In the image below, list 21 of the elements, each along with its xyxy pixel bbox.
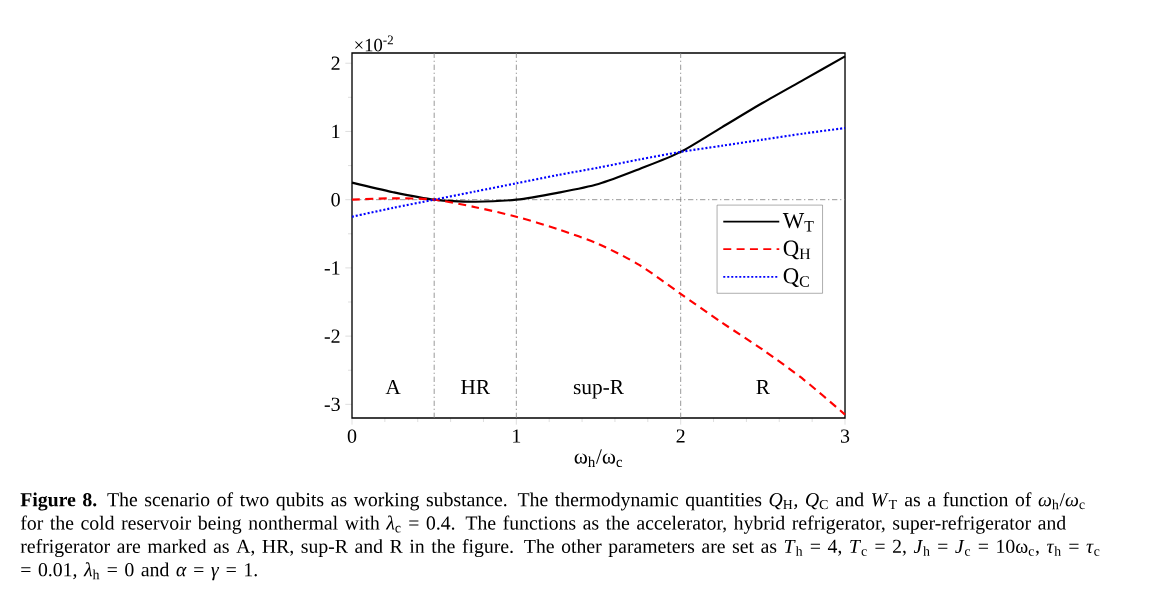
y-tick-label: 0 (331, 192, 340, 207)
x-axis-title: ω$_{h}$/ω$_{c}$ (574, 449, 623, 468)
text: ×10$^{-2}$ (355, 35, 393, 52)
legend-label: Q$_{H}$ (783, 240, 811, 260)
legend-label: Q$_{C}$ (783, 268, 809, 287)
y-tick-label: -1 (324, 261, 340, 275)
y-tick-label: -2 (324, 329, 340, 343)
text: Figure 8. The scenario of two qubits as working substance. The thermodynamic quantities Q$_{H}$, Q$_{C}$ and W$_{T}$ as a function of ω$_{h}$/ω$_{c}$ for the cold reservoir being nonthermal with λ$_{c}$ = 0.4. The functions as the accelerator, hybrid refrigerator, super-refrigerator and refrigerator are marked as A, HR, sup-R and R in the figure. The other parameters are set as T$_{h}$ = 4, T$_{c}$ = 2, J$_{h}$ = J$_{c}$ = 10ω$_{c}$, τ$_{h}$ = τ$_{c}$ = 0.01, λ$_{h}$ = 0 and α = γ = 1. (20, 492, 1100, 581)
y-tick-label: 2 (331, 56, 340, 70)
annotation: HR (461, 380, 491, 394)
x-tick-label: 3 (840, 429, 850, 443)
line-series (350, 197, 847, 416)
y-tick-label: 1 (332, 124, 340, 139)
y-tick-label: -3 (324, 397, 340, 412)
annotation: sup-R (573, 380, 624, 399)
x-tick-label: 2 (676, 429, 685, 443)
x-tick-label: 1 (513, 429, 521, 443)
annotation: R (756, 380, 770, 394)
annotation: A (385, 379, 401, 394)
x-tick-label: 0 (347, 429, 357, 443)
legend-label: W$_{T}$ (782, 213, 814, 232)
